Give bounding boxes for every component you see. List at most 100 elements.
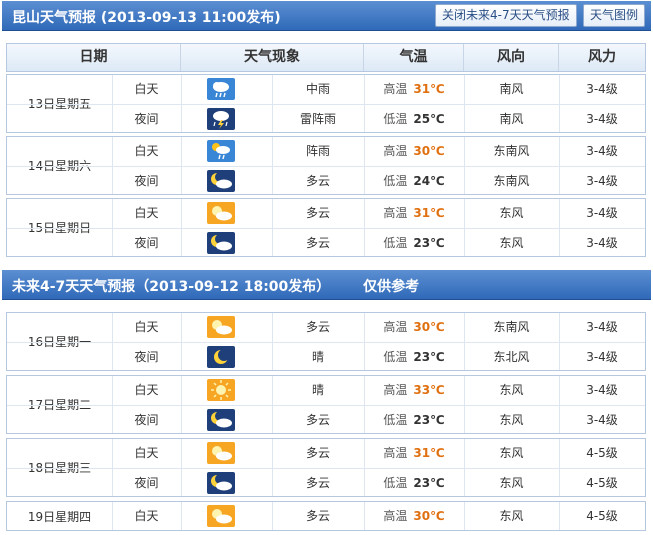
table-row: 夜间 晴 低温 23℃ 东北风 3-4级: [7, 342, 645, 371]
day-block: 19日星期四 白天 多云 高温 30℃ 东风 4-5级: [6, 501, 646, 531]
day-block: 18日星期三 白天 多云 高温 31℃ 东风 4-5级 夜间 多云 低温 23℃ 东风 4-5级: [6, 438, 646, 497]
table-row: 夜间 多云 低温 24℃ 东南风 3-4级: [7, 166, 645, 195]
weather-text: 中雨: [305, 82, 330, 96]
wind-direction: 东风: [499, 206, 524, 220]
col-wind-dir: 风向: [464, 44, 559, 71]
temp-label: 低温: [383, 112, 408, 126]
temperature: 高温 30℃: [364, 313, 464, 342]
day-block: 16日星期一 白天 多云 高温 30℃ 东南风 3-4级 夜间晴低温 23℃ 东北风 3-4级: [6, 312, 646, 371]
wind-direction: 东南风: [493, 174, 530, 188]
weather-text: 阵雨: [305, 144, 330, 158]
wind-force: 3-4级: [586, 112, 618, 126]
temp-value: 31℃: [413, 82, 445, 96]
wind-force: 3-4级: [586, 144, 618, 158]
table-row: 白天 多云 高温 31℃ 东风 4-5级: [7, 439, 645, 468]
period-label: 白天: [134, 383, 159, 397]
table-row: 白天 多云 高温 30℃ 东风 4-5级: [7, 502, 645, 531]
wind-direction: 东风: [499, 476, 524, 490]
period-label: 白天: [134, 82, 159, 96]
moon-cloud-icon: [207, 232, 235, 254]
extended-forecast-title: 未来4-7天天气预报（2013-09-12 18:00发布）: [12, 279, 331, 295]
day-block: 17日星期二 白天晴高温 33℃ 东风 3-4级 夜间 多云 低温 23℃ 东风 3-4级: [6, 375, 646, 434]
wind-direction: 东风: [499, 383, 524, 397]
period-label: 夜间: [134, 413, 159, 427]
wind-force: 3-4级: [586, 320, 618, 334]
weather-text: 多云: [305, 413, 330, 427]
temperature: 高温 31℃: [364, 439, 464, 468]
table-row: 白天 阵雨 高温 30℃ 东南风 3-4级: [7, 137, 645, 166]
temp-value: 30℃: [413, 144, 445, 158]
close-extended-forecast-button[interactable]: 关闭未来4-7天天气预报: [435, 4, 577, 27]
wind-direction: 东风: [499, 446, 524, 460]
period-label: 夜间: [134, 174, 159, 188]
wind-force: 4-5级: [586, 509, 618, 523]
col-wind-force: 风力: [588, 49, 616, 65]
weather-text: 多云: [305, 206, 330, 220]
weather-text: 晴: [311, 383, 324, 397]
temperature: 低温 25℃: [364, 105, 464, 134]
temp-label: 高温: [383, 144, 408, 158]
wind-direction: 东北风: [493, 350, 530, 364]
sun-cloud-icon: [207, 316, 235, 338]
wind-direction: 东南风: [493, 320, 530, 334]
rain-cloud-icon: [207, 78, 235, 100]
temp-value: 30℃: [413, 320, 445, 334]
temperature: 低温 24℃: [364, 167, 464, 196]
temp-label: 高温: [383, 320, 408, 334]
weather-text: 雷阵雨: [299, 112, 336, 126]
wind-force: 3-4级: [586, 383, 618, 397]
wind-direction: 南风: [499, 112, 524, 126]
day-block: 15日星期日 白天 多云 高温 31℃ 东风 3-4级 夜间 多云 低温 23℃ 东风 3-4级: [6, 198, 646, 257]
period-label: 白天: [134, 446, 159, 460]
weather-text: 多云: [305, 446, 330, 460]
temperature: 高温 33℃: [364, 376, 464, 405]
wind-force: 4-5级: [586, 476, 618, 490]
wind-direction: 南风: [499, 82, 524, 96]
moon-cloud-icon: [207, 472, 235, 494]
temp-value: 23℃: [413, 236, 445, 250]
table-row: 夜间 多云 低温 23℃ 东风 3-4级: [7, 228, 645, 257]
table-row: 白天 晴 高温 33℃ 东风 3-4级: [7, 376, 645, 405]
temp-label: 高温: [383, 509, 408, 523]
weather-text: 多云: [305, 509, 330, 523]
temperature: 高温 30℃: [364, 137, 464, 166]
weather-text: 多云: [305, 476, 330, 490]
period-label: 夜间: [134, 476, 159, 490]
weather-text: 多云: [305, 320, 330, 334]
day-date: 19日星期四: [27, 509, 92, 524]
col-temp: 气温: [364, 44, 464, 71]
sun-cloud-icon: [207, 505, 235, 527]
forecast-title-bar: 昆山天气预报 (2013-09-13 11:00发布) 关闭未来4-7天天气预报…: [2, 1, 651, 31]
temp-value: 33℃: [413, 383, 445, 397]
table-row: 夜间 雷阵雨 低温 25℃ 南风 3-4级: [7, 104, 645, 133]
temp-value: 24℃: [413, 174, 445, 188]
period-label: 白天: [134, 206, 159, 220]
forecast-title: 昆山天气预报 (2013-09-13 11:00发布): [12, 10, 281, 26]
period-label: 白天: [134, 144, 159, 158]
table-row: 白天 多云 高温 31℃ 东风 3-4级: [7, 199, 645, 228]
weather-legend-button[interactable]: 天气图例: [583, 4, 646, 27]
temp-value: 25℃: [413, 112, 445, 126]
weather-text: 多云: [305, 236, 330, 250]
table-row: 夜间 多云 低温 23℃ 东风 4-5级: [7, 468, 645, 497]
wind-force: 3-4级: [586, 206, 618, 220]
temp-label: 低温: [383, 476, 408, 490]
reference-note: 仅供参考: [363, 279, 420, 295]
moon-cloud-icon: [207, 409, 235, 431]
temp-label: 低温: [383, 236, 408, 250]
shower-icon: [207, 140, 235, 162]
period-label: 夜间: [134, 236, 159, 250]
temperature: 低温 23℃: [364, 469, 464, 498]
wind-force: 3-4级: [586, 236, 618, 250]
temp-label: 低温: [383, 350, 408, 364]
period-label: 白天: [134, 509, 159, 523]
col-date: 日期: [7, 44, 181, 71]
wind-force: 3-4级: [586, 413, 618, 427]
weather-text: 多云: [305, 174, 330, 188]
temperature: 高温 31℃: [364, 199, 464, 228]
temp-label: 高温: [383, 206, 408, 220]
temp-label: 低温: [383, 413, 408, 427]
wind-direction: 东风: [499, 236, 524, 250]
wind-force: 4-5级: [586, 446, 618, 460]
table-row: 白天 多云 高温 30℃ 东南风 3-4级: [7, 313, 645, 342]
